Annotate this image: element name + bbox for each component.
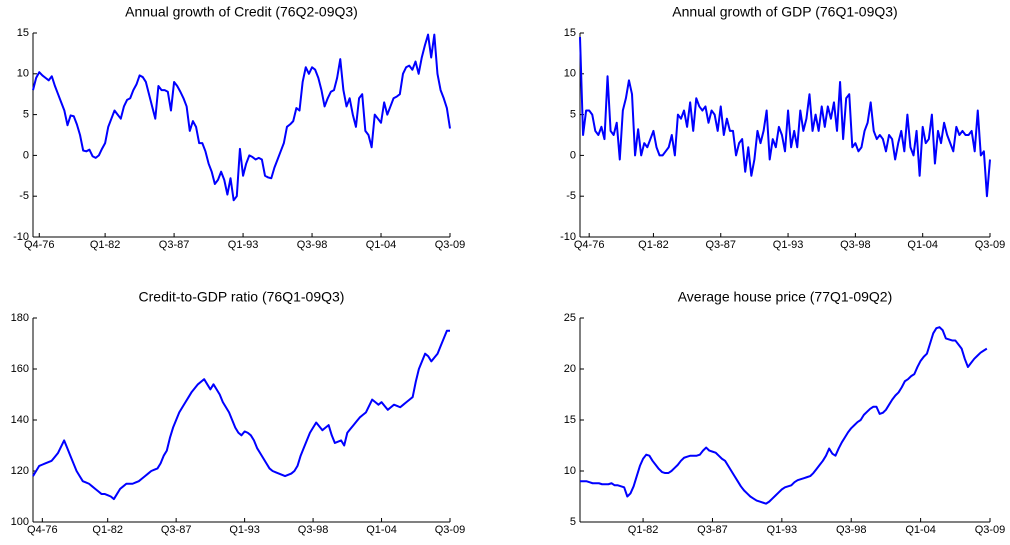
y-tick-label: 10 (564, 465, 576, 477)
y-tick-label: 10 (564, 68, 576, 80)
x-tick-label: Q3-87 (159, 239, 190, 251)
x-tick-label: Q1-82 (92, 524, 123, 536)
data-line (580, 326, 988, 505)
data-line (32, 329, 450, 501)
x-tick-label: Q1-04 (366, 239, 397, 251)
y-tick-label: 0 (570, 149, 576, 161)
x-tick-label: Q4-76 (24, 239, 55, 251)
y-tick-label: 5 (570, 109, 576, 121)
x-tick-label: Q1-93 (773, 239, 804, 251)
y-tick-label: 100 (11, 516, 29, 528)
x-tick-label: Q3-87 (697, 524, 728, 536)
x-tick-label: Q1-93 (229, 524, 260, 536)
x-tick-label: Q3-98 (840, 239, 871, 251)
x-tick-label: Q3-09 (435, 239, 466, 251)
x-tick-label: Q3-98 (836, 524, 867, 536)
y-tick-label: 15 (17, 27, 29, 39)
x-tick-label: Q1-04 (907, 239, 938, 251)
y-tick-label: 120 (11, 465, 29, 477)
y-tick-label: 160 (11, 363, 29, 375)
y-tick-label: 180 (11, 312, 29, 324)
y-tick-label: -5 (566, 190, 576, 202)
x-tick-label: Q3-09 (435, 524, 466, 536)
y-tick-label: 15 (564, 27, 576, 39)
x-tick-label: Q3-87 (705, 239, 736, 251)
y-tick-label: 0 (23, 149, 29, 161)
x-tick-label: Q3-09 (975, 524, 1006, 536)
x-tick-label: Q1-82 (90, 239, 121, 251)
chart-title: Annual growth of GDP (76Q1-09Q3) (672, 4, 897, 20)
chart-title: Average house price (77Q1-09Q2) (678, 289, 893, 305)
y-tick-label: 10 (17, 68, 29, 80)
y-tick-label: -5 (19, 190, 29, 202)
x-tick-label: Q1-93 (767, 524, 798, 536)
chart-title: Credit-to-GDP ratio (76Q1-09Q3) (139, 289, 345, 305)
y-tick-label: -10 (13, 231, 29, 243)
x-tick-label: Q3-87 (161, 524, 192, 536)
x-tick-label: Q1-82 (628, 524, 659, 536)
x-tick-label: Q3-98 (298, 524, 329, 536)
y-tick-label: 15 (564, 414, 576, 426)
y-tick-label: 25 (564, 312, 576, 324)
x-tick-label: Q1-93 (228, 239, 259, 251)
y-tick-label: -10 (560, 231, 576, 243)
data-line (32, 33, 451, 202)
x-tick-label: Q1-82 (638, 239, 669, 251)
y-tick-label: 5 (23, 109, 29, 121)
x-tick-label: Q3-09 (975, 239, 1006, 251)
data-line (579, 37, 991, 198)
y-tick-label: 5 (570, 516, 576, 528)
x-tick-label: Q4-76 (574, 239, 605, 251)
y-tick-label: 140 (11, 414, 29, 426)
x-tick-label: Q1-04 (366, 524, 397, 536)
x-tick-label: Q1-04 (905, 524, 936, 536)
y-tick-label: 20 (564, 363, 576, 375)
x-tick-label: Q3-98 (297, 239, 328, 251)
chart-title: Annual growth of Credit (76Q2-09Q3) (125, 4, 358, 20)
x-tick-label: Q4-76 (27, 524, 58, 536)
